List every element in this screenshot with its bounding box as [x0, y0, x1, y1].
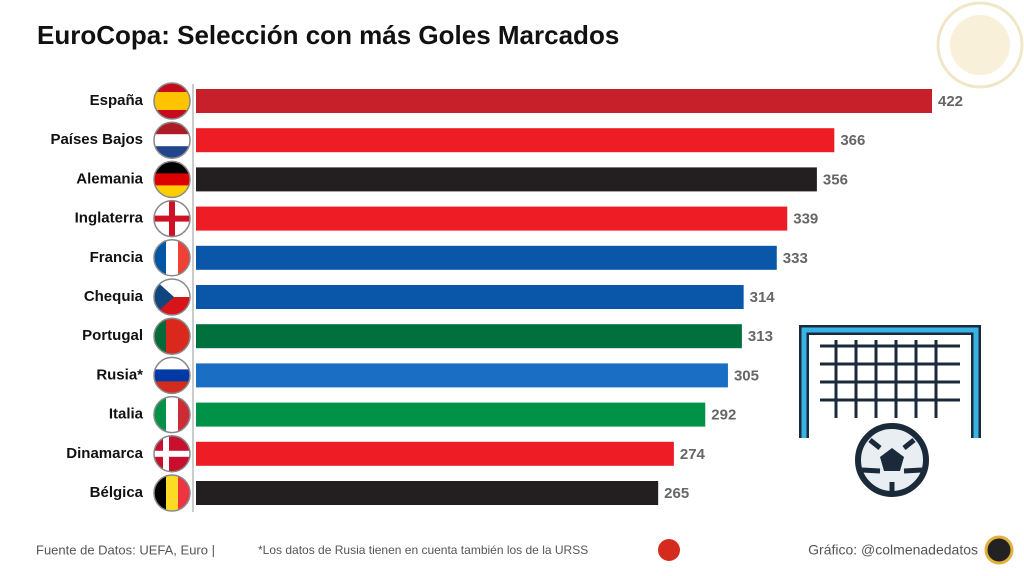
- value-label: 274: [680, 446, 706, 463]
- bar: [196, 481, 659, 505]
- credit: Gráfico: @colmenadedatos: [808, 542, 978, 558]
- flag-triangle: [154, 279, 174, 315]
- flag-stripe: [154, 134, 190, 147]
- flag-stripe: [154, 396, 167, 433]
- category-label: Italia: [109, 406, 144, 423]
- credit-logo: [984, 535, 1014, 565]
- value-label: 292: [711, 407, 736, 424]
- flag-cross: [154, 450, 190, 457]
- flag-stripe: [154, 92, 190, 102]
- value-label: 333: [783, 250, 808, 267]
- flag-border: [153, 82, 191, 120]
- category-label: Inglaterra: [75, 210, 144, 227]
- flag-border: [153, 239, 191, 277]
- bar: [196, 441, 674, 466]
- category-label: Rusia*: [96, 366, 143, 383]
- bar: [196, 128, 835, 153]
- bar: [196, 363, 728, 388]
- flag-stripe: [154, 239, 167, 276]
- flag: [154, 279, 190, 315]
- flag-border: [153, 356, 191, 395]
- logo: [936, 1, 1024, 89]
- flag: [154, 83, 190, 119]
- value-label: 314: [750, 289, 776, 306]
- flag-border: [153, 121, 191, 159]
- value-label: 305: [734, 367, 759, 384]
- flag-border: [153, 199, 191, 238]
- category-label: Alemania: [76, 170, 143, 187]
- source: Fuente de Datos: UEFA, Euro |: [36, 542, 215, 557]
- category-label: Países Bajos: [50, 131, 143, 148]
- value-label: 356: [823, 171, 848, 188]
- flag-stripe: [154, 357, 190, 370]
- flag-border: [153, 278, 191, 316]
- bar: [196, 167, 817, 192]
- flags: [153, 82, 191, 512]
- category-label: España: [90, 92, 144, 109]
- category-label: Portugal: [82, 327, 143, 344]
- flag-stripe: [166, 239, 179, 276]
- value-label: 422: [938, 93, 963, 110]
- flag: [154, 200, 190, 237]
- flag-stripe: [166, 475, 179, 511]
- flag: [154, 435, 190, 472]
- flag-stripe: [154, 110, 190, 119]
- flag-border: [153, 160, 191, 199]
- value-label: 366: [840, 132, 865, 149]
- flag-stripe: [154, 101, 190, 111]
- bar: [196, 402, 706, 427]
- bar: [196, 285, 744, 309]
- flag-stripe: [166, 318, 179, 355]
- flag-stripe: [166, 396, 179, 433]
- flag-stripe: [154, 173, 190, 186]
- category-label: Bélgica: [90, 484, 144, 501]
- flag-stripe: [154, 122, 190, 135]
- flag-border: [153, 317, 191, 355]
- flag-stripe: [154, 475, 167, 511]
- flag-border: [153, 474, 191, 512]
- flag-stripe: [154, 161, 190, 174]
- note: *Los datos de Rusia tienen en cuenta tam…: [258, 543, 588, 557]
- flag-stripe: [154, 369, 190, 382]
- bar: [196, 245, 777, 270]
- goal-icon: [799, 325, 981, 497]
- category-label: Chequia: [84, 288, 144, 305]
- flag-stripe: [154, 83, 190, 93]
- value-label: 265: [664, 485, 689, 502]
- flag-border: [153, 435, 191, 473]
- flag-stripe: [154, 318, 167, 355]
- flag-cross: [154, 215, 190, 222]
- value-label: 313: [748, 328, 773, 345]
- ussr-flag: [658, 539, 680, 561]
- chart-title: EuroCopa: Selección con más Goles Marcad…: [37, 20, 619, 50]
- bar: [196, 206, 788, 231]
- flag-border: [153, 395, 191, 434]
- category-label: Francia: [90, 249, 144, 266]
- bar: [196, 324, 742, 349]
- value-label: 339: [793, 211, 818, 228]
- category-label: Dinamarca: [66, 445, 143, 462]
- bar: [196, 89, 932, 113]
